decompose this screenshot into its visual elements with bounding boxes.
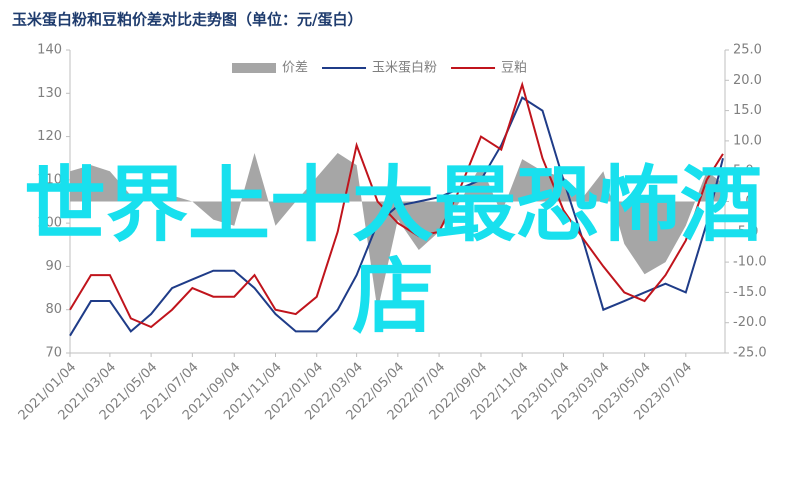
y-tick-label: 110 (37, 172, 62, 187)
y2-tick-label: 10.0 (733, 133, 762, 148)
y2-tick-label: -10.0 (733, 255, 767, 270)
y2-tick-label: 5.0 (733, 164, 754, 179)
y2-tick-label: 25.0 (733, 43, 762, 58)
y2-tick-label: -5.0 (733, 224, 758, 239)
line (69, 96, 724, 337)
chart-title: 玉米蛋白粉和豆粕价差对比走势图（单位：元/蛋白） (12, 11, 362, 29)
y-tick-label: 140 (37, 43, 62, 58)
area (70, 153, 723, 311)
legend-label: 价差 (282, 61, 308, 76)
legend-swatch (232, 63, 276, 73)
y-tick-label: 70 (45, 346, 62, 361)
y-tick-label: 80 (45, 302, 62, 317)
line (69, 81, 724, 329)
y-tick-label: 100 (37, 216, 62, 231)
y2-tick-label: 20.0 (733, 73, 762, 88)
y2-tick-label: 15.0 (733, 103, 762, 118)
legend-label: 玉米蛋白粉 (372, 60, 437, 76)
y2-tick-label: -25.0 (733, 346, 767, 361)
y2-tick-label: 0.0 (733, 194, 754, 209)
legend-label: 豆粕 (501, 61, 527, 76)
y-tick-label: 120 (37, 129, 62, 144)
y2-tick-label: -15.0 (733, 285, 767, 300)
y-tick-label: 90 (45, 259, 62, 274)
y2-tick-label: -20.0 (733, 315, 767, 330)
y-tick-label: 130 (37, 86, 62, 101)
overlay-text: 世界上十大最恐怖酒店 (23, 158, 762, 345)
